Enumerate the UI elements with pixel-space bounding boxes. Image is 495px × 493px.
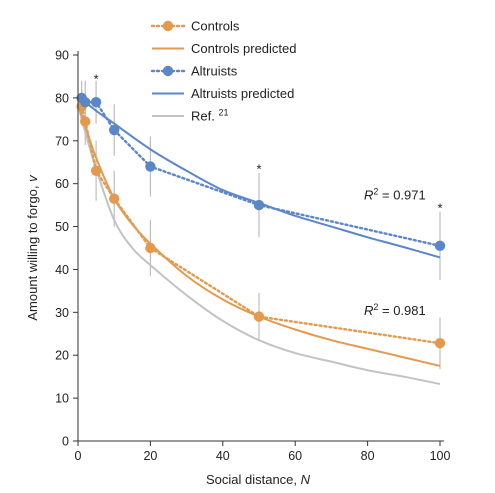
data-point-altruists	[145, 161, 156, 172]
series-points	[76, 92, 446, 349]
legend-item-controls-predicted: Controls predicted	[152, 41, 297, 56]
legend-label: Controls predicted	[191, 41, 297, 56]
y-tick-label: 50	[55, 220, 69, 234]
legend-label-text: Ref.	[191, 109, 218, 124]
legend-item-altruists-predicted: Altruists predicted	[152, 86, 294, 101]
legend-label: Altruists predicted	[191, 86, 294, 101]
x-tick-label: 100	[430, 449, 451, 463]
data-point-controls	[253, 311, 265, 322]
series-lines	[77, 94, 442, 385]
axes: 0 10 20 30 40 50 60 70 80 90 0 20 40 60 80 100	[55, 49, 450, 464]
data-point-altruists	[109, 124, 120, 136]
r-squared-exponent: 2	[373, 302, 378, 312]
data-point-controls	[434, 338, 446, 349]
significance-marker: *	[256, 162, 261, 177]
legend-label-text: Altruists predicted	[191, 86, 294, 101]
r-squared-symbol: R	[364, 303, 373, 318]
data-point-controls	[145, 242, 156, 254]
data-point-altruists	[253, 199, 265, 211]
legend-item-ref: Ref. 21	[152, 108, 228, 124]
x-axis-title-var: N	[301, 472, 311, 487]
legend-swatch-marker	[162, 20, 174, 32]
legend-label: Altruists	[191, 64, 238, 79]
legend-item-controls: Controls	[150, 19, 240, 34]
y-tick-label: 70	[55, 134, 69, 148]
y-axis-title-main: Amount willing to forgo,	[25, 182, 40, 321]
x-tick-label: 60	[288, 449, 302, 463]
y-tick-label: 0	[62, 435, 69, 449]
series-line-altruists-predicted	[77, 94, 441, 259]
data-point-altruists	[90, 96, 102, 108]
r-squared-label: R2 = 0.981	[364, 302, 426, 318]
y-axis-title-var: v	[25, 174, 40, 182]
x-axis-title-main: Social distance,	[206, 472, 301, 487]
r-squared-label: R2 = 0.971	[364, 186, 426, 202]
data-point-altruists	[80, 96, 91, 108]
legend-swatch-marker	[162, 65, 174, 77]
legend-label: Controls	[191, 19, 240, 34]
r-squared-exponent: 2	[373, 186, 378, 196]
r-squared-symbol: R	[364, 187, 373, 202]
significance-marker: *	[437, 200, 442, 215]
x-tick-label: 0	[75, 449, 82, 463]
y-tick-label: 60	[55, 177, 69, 191]
legend-item-altruists: Altruists	[150, 64, 238, 79]
x-tick-label: 20	[143, 449, 157, 463]
data-point-altruists	[434, 240, 446, 252]
y-tick-label: 30	[55, 306, 69, 320]
error-bars	[81, 80, 441, 369]
legend-label-text: Controls predicted	[191, 41, 297, 56]
data-point-controls	[90, 165, 102, 176]
significance-marker: *	[94, 72, 99, 87]
y-tick-label: 80	[55, 91, 69, 105]
r-squared-value: = 0.981	[378, 303, 425, 318]
y-tick-label: 40	[55, 263, 69, 277]
legend-label-text: Controls	[191, 19, 240, 34]
legend-label-superscript: 21	[218, 108, 228, 118]
y-tick-label: 90	[55, 49, 69, 63]
legend: Controls Controls predicted Altruists Altru…	[150, 19, 297, 124]
data-point-controls	[109, 193, 120, 204]
y-tick-label: 10	[55, 392, 69, 406]
x-tick-label: 40	[216, 449, 230, 463]
data-point-controls	[80, 116, 91, 127]
y-axis-title: Amount willing to forgo, v	[25, 174, 40, 321]
series-line-ref	[77, 104, 441, 385]
legend-label-text: Altruists	[191, 64, 238, 79]
x-axis-title: Social distance, N	[206, 472, 311, 487]
legend-label: Ref. 21	[191, 108, 228, 124]
y-tick-label: 20	[55, 349, 69, 363]
x-tick-label: 80	[361, 449, 375, 463]
r-squared-value: = 0.971	[378, 187, 425, 202]
